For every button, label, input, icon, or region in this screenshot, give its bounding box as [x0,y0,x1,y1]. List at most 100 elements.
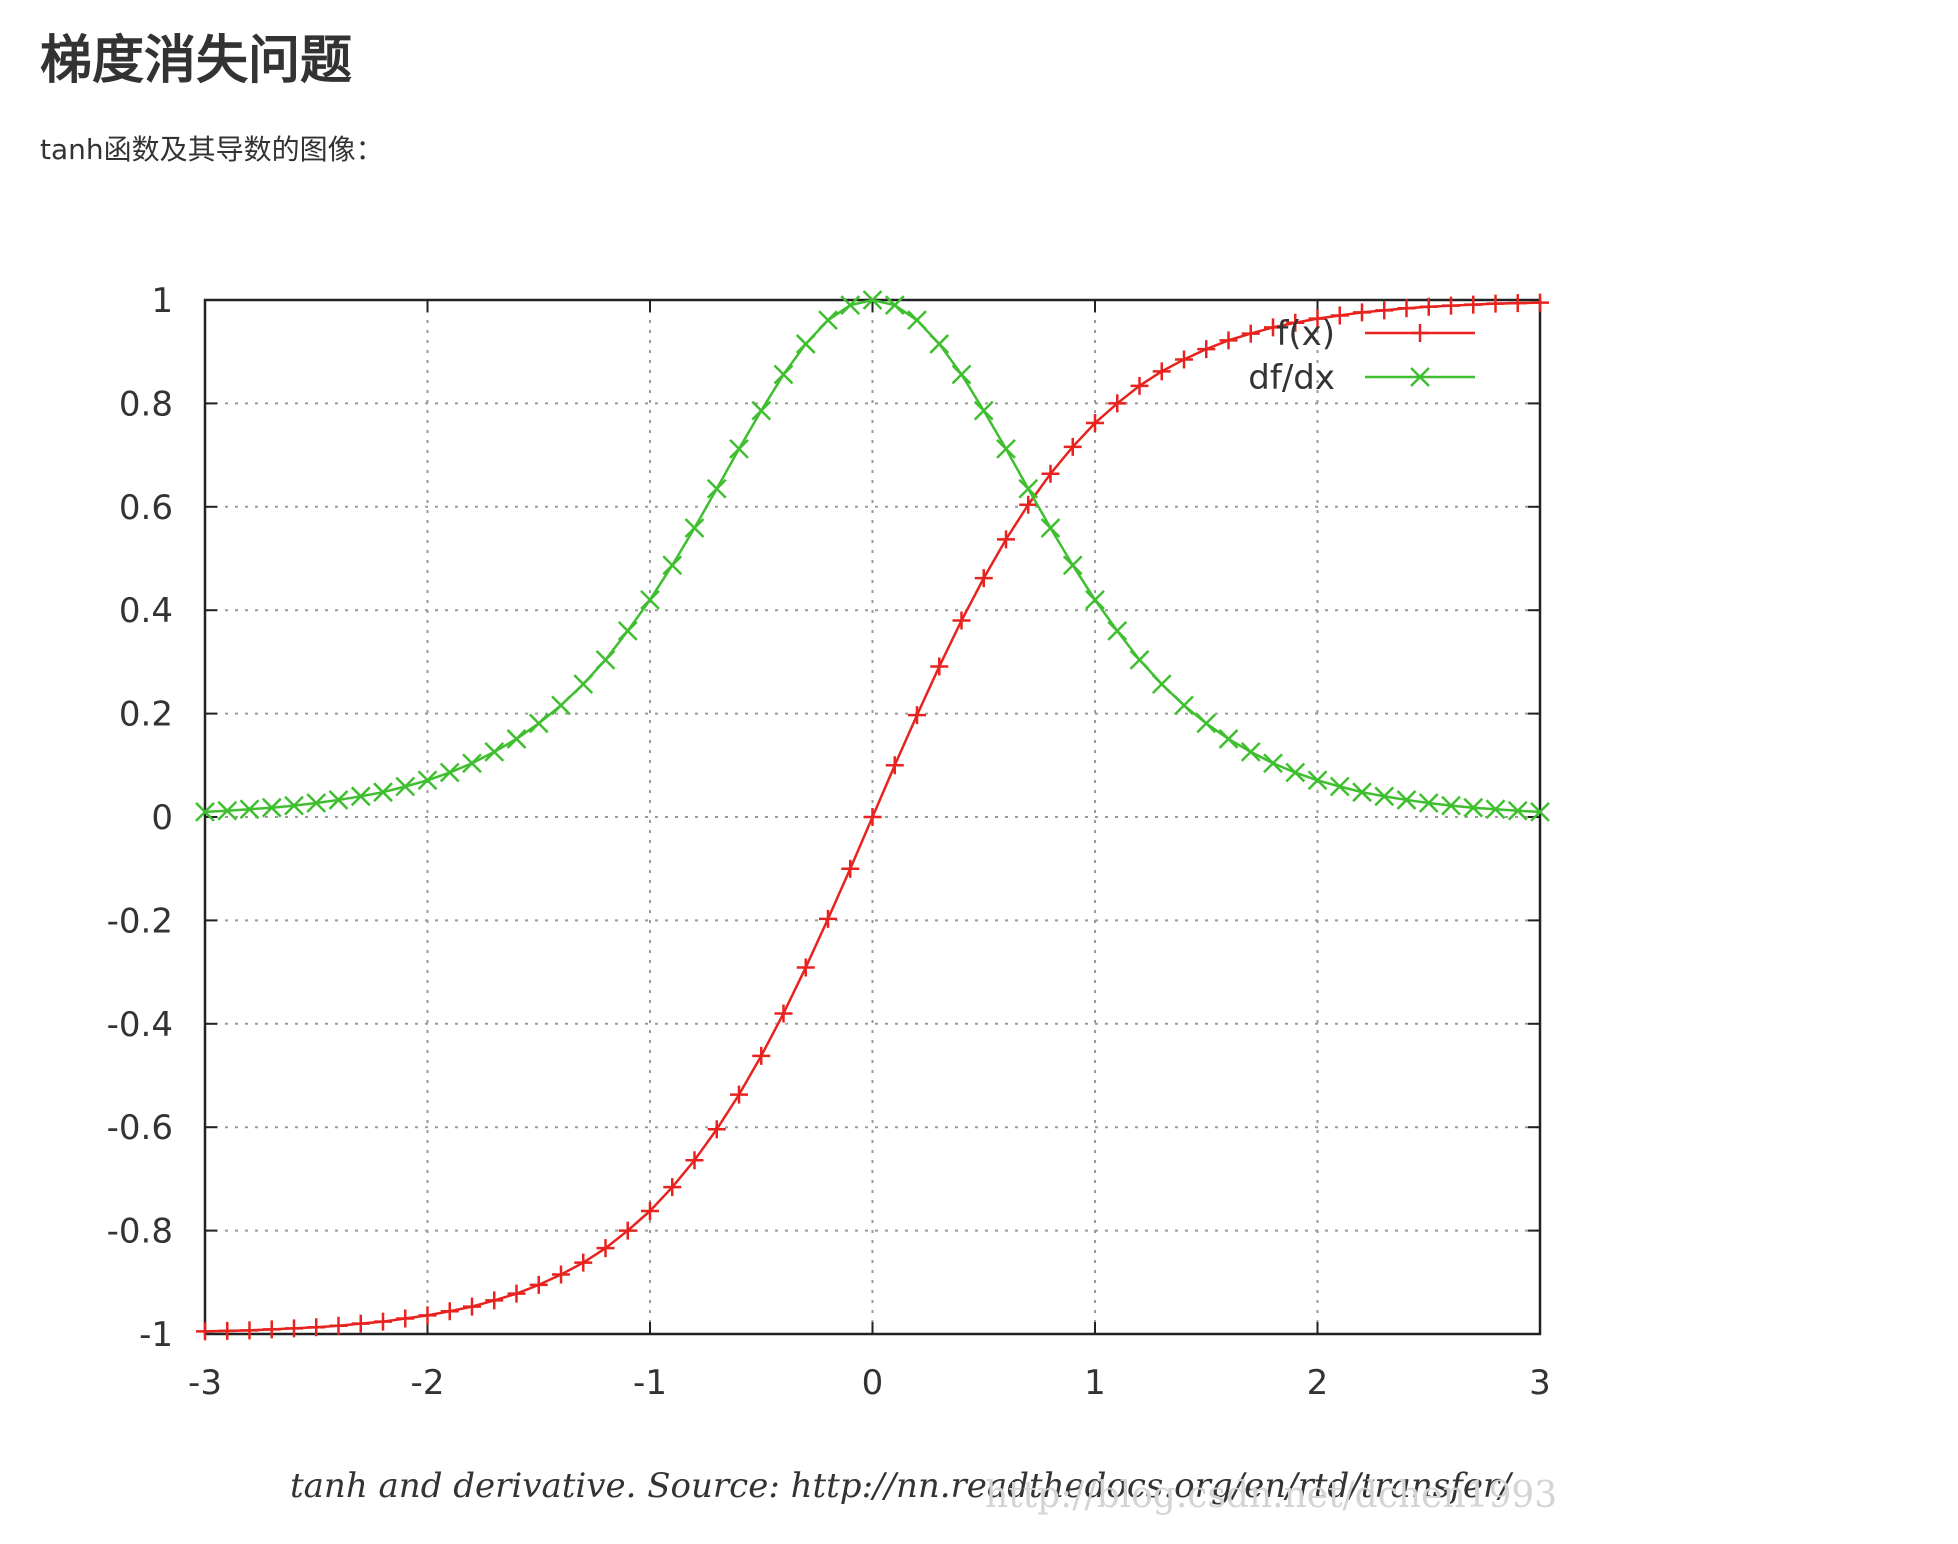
y-tick-label: 0.4 [119,591,173,631]
data-point [951,364,972,385]
data-point [929,334,950,354]
x-tick-label: 0 [862,1363,884,1403]
legend: f(x)df/dx [1248,314,1475,398]
data-point [1108,394,1127,413]
data-point [1241,324,1260,343]
x-tick-label: 2 [1307,1363,1329,1403]
data-point [528,713,549,734]
legend-marker [1411,324,1429,342]
data-point [819,909,837,928]
legend-label: f(x) [1276,314,1335,354]
data-point [417,770,438,791]
data-point [1463,797,1484,818]
data-point [1485,799,1506,820]
data-point [1486,294,1505,313]
data-point [795,334,816,354]
x-tick-label: -3 [188,1363,222,1403]
y-tick-label: 0.2 [119,695,173,735]
data-point [862,290,883,310]
data-point [1086,414,1104,433]
data-point [974,569,993,588]
data-point [774,1004,793,1023]
data-point [1508,294,1527,313]
data-point [307,1318,326,1337]
y-tick-label: 1 [151,281,173,321]
data-point [195,801,215,822]
data-point [973,400,994,421]
data-point [996,439,1016,459]
data-point [573,674,594,695]
legend-marker [1410,367,1430,387]
data-point [1175,350,1193,369]
data-point [685,1151,704,1170]
data-point [1464,295,1483,314]
data-point [841,859,860,878]
data-point [1418,793,1439,813]
data-point [729,439,749,459]
data-point [1063,437,1082,456]
data-point [595,649,616,670]
data-point [374,1312,392,1331]
data-point [239,799,260,820]
data-point [351,1314,370,1333]
data-point [840,295,861,316]
data-point [373,782,393,803]
data-point [952,611,971,630]
axes: -1 -0.8 -0.6 -0.4 -0.2 0 0.2 0.4 0.6 0.8 1 -3 -2 -1 0 1… [107,281,1551,1403]
data-point [908,706,926,725]
data-point [885,756,904,775]
data-point [752,1046,771,1065]
data-point [706,478,727,499]
series-group [195,290,1550,1341]
grid-lines [205,300,1540,1334]
data-point [773,364,794,385]
y-tick-label: 0.8 [119,384,173,424]
data-point [463,1297,481,1316]
data-point [884,295,905,316]
data-point [1286,313,1305,332]
data-point [218,1321,237,1340]
data-point [1240,741,1261,762]
data-point [1264,318,1282,337]
data-point [1285,762,1306,783]
y-tick-label: -1 [139,1315,173,1355]
data-point [1374,786,1395,807]
series-line [204,298,1541,814]
data-point [261,797,282,818]
data-point [596,1239,615,1258]
data-point [818,310,838,331]
data-point [907,310,927,331]
data-point [418,1306,437,1325]
data-point [1330,306,1349,325]
data-point [1352,782,1372,803]
data-point [439,762,460,783]
data-point [1107,620,1128,641]
data-point [1174,695,1194,716]
data-point [506,729,527,749]
data-point [1152,362,1171,381]
page-title: 梯度消失问题 [40,31,353,91]
data-point [1041,464,1060,483]
watermark: http://blog.csdn.net/dchen1993 [985,1475,1558,1516]
data-point [1307,770,1328,791]
data-point [240,1321,259,1340]
data-point [1375,301,1394,320]
data-point [640,589,660,610]
data-point [1018,478,1039,499]
data-point [1197,340,1216,359]
data-point [217,800,238,821]
data-point [663,1178,682,1197]
data-point [1308,309,1327,328]
data-point [328,790,349,810]
data-point [196,1322,214,1341]
data-point [1218,729,1239,749]
series-f-x [196,293,1549,1341]
data-point [1419,297,1438,316]
data-point [350,786,371,807]
data-point [1396,790,1417,810]
data-point [1151,674,1172,695]
data-point [997,530,1015,549]
data-point [284,795,304,816]
